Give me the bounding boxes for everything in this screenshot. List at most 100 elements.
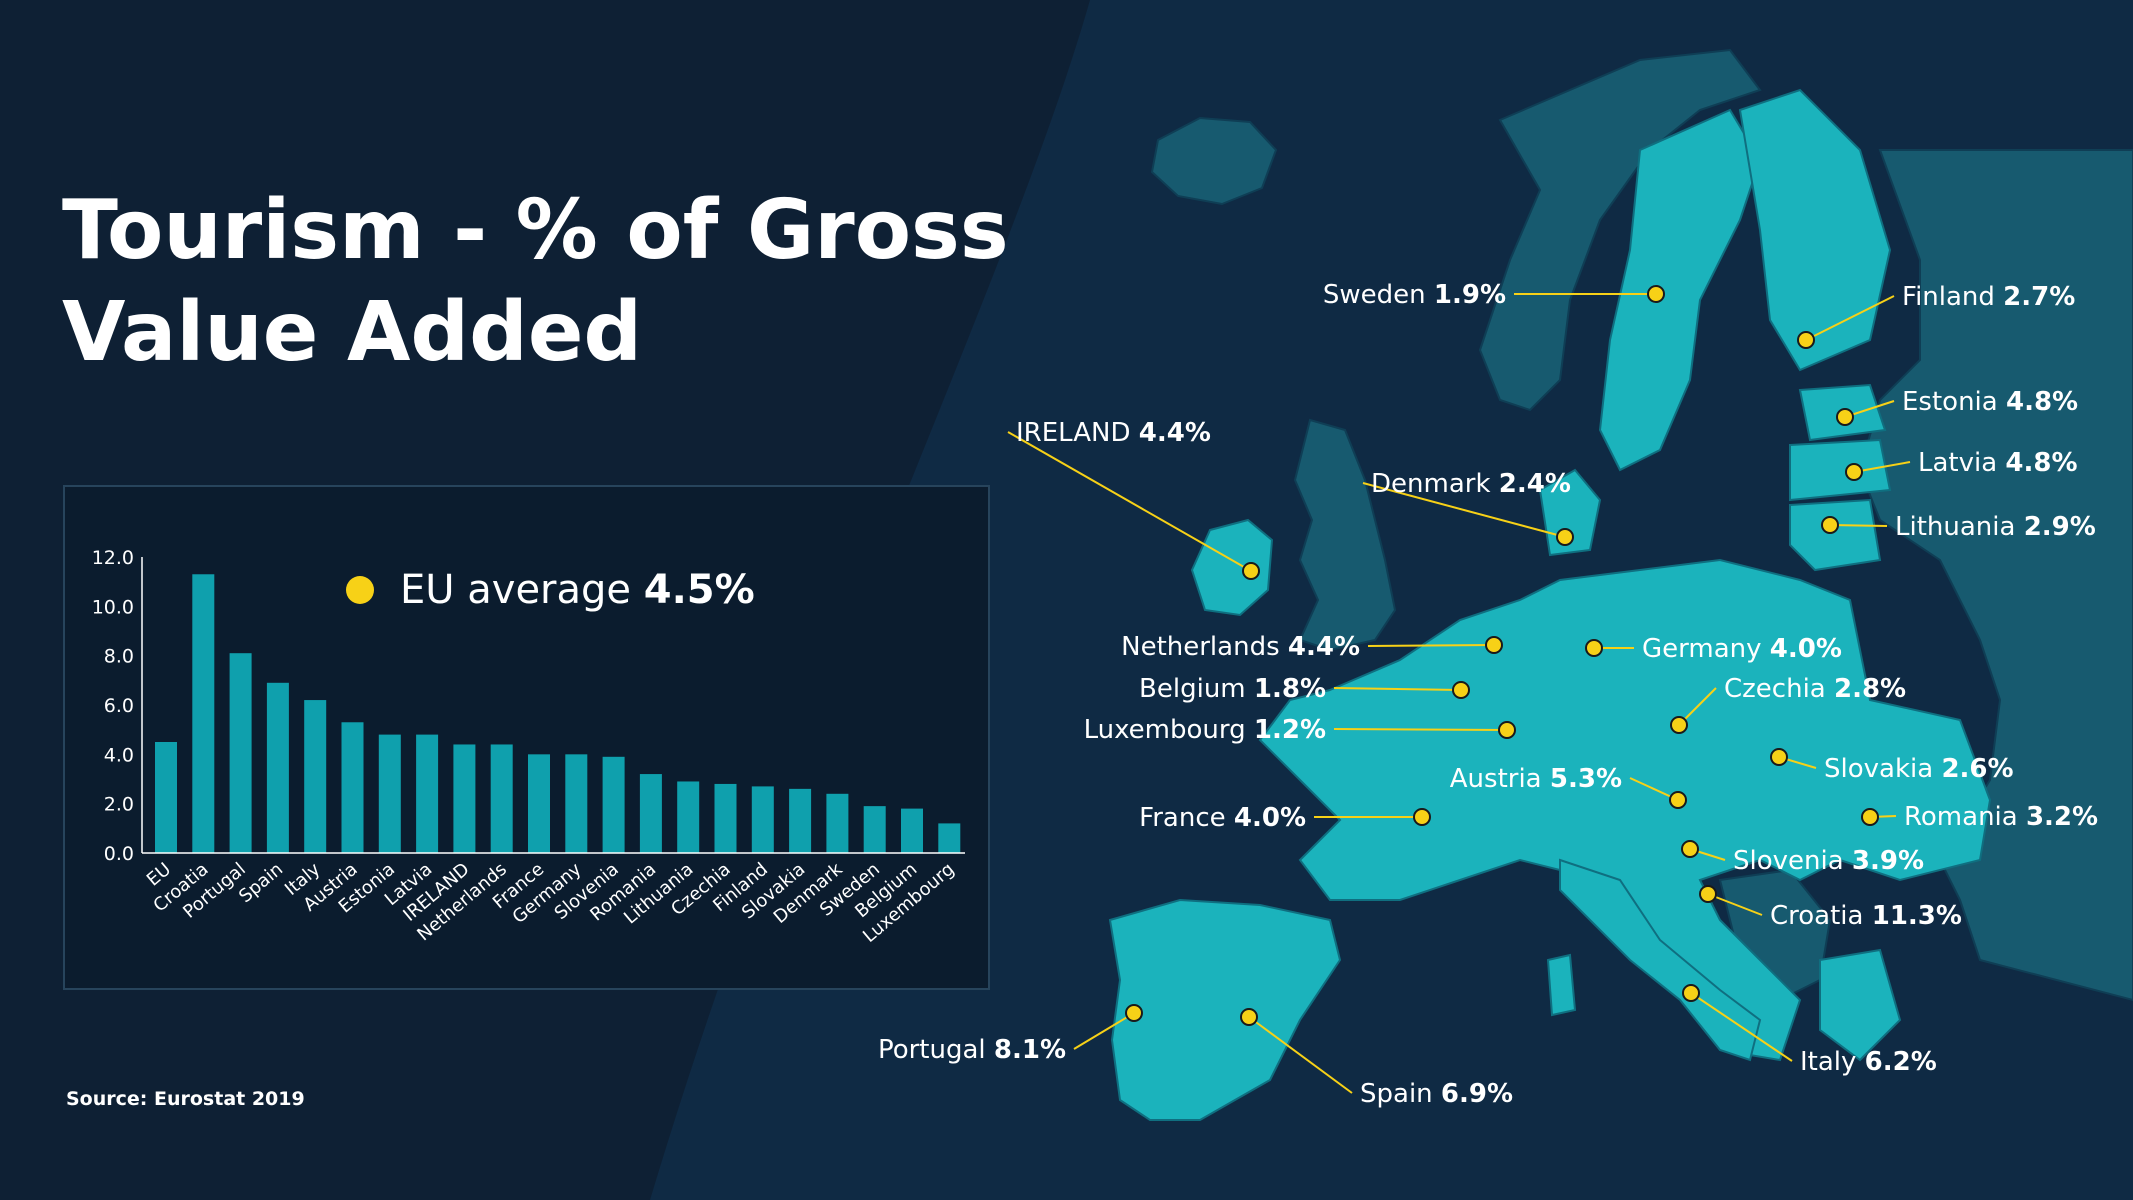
- map-label-value: 4.8%: [2005, 448, 2077, 478]
- map-label-name: Sweden: [1323, 280, 1434, 310]
- map-label-portugal: Portugal 8.1%: [878, 1035, 1066, 1065]
- map-label-lithuania: Lithuania 2.9%: [1895, 512, 2096, 542]
- bar-germany: [565, 754, 588, 853]
- legend-marker: [346, 576, 374, 604]
- marker-netherlands: [1485, 636, 1503, 654]
- y-tick-label: 10.0: [92, 596, 134, 618]
- map-label-croatia: Croatia 11.3%: [1770, 901, 1962, 931]
- map-label-value: 8.1%: [994, 1035, 1066, 1065]
- map-label-value: 2.9%: [2024, 512, 2096, 542]
- map-label-value: 2.4%: [1499, 469, 1571, 499]
- y-tick-label: 0.0: [104, 843, 134, 865]
- marker-finland: [1797, 331, 1815, 349]
- sardinia-shape: [1546, 953, 1577, 1017]
- marker-portugal: [1125, 1004, 1143, 1022]
- latvia-shape: [1789, 438, 1892, 502]
- y-tick-label: 2.0: [104, 794, 134, 816]
- map-label-ireland: IRELAND 4.4%: [1016, 418, 1211, 448]
- y-tick-label: 8.0: [104, 646, 134, 668]
- marker-spain: [1240, 1008, 1258, 1026]
- marker-italy: [1682, 984, 1700, 1002]
- map-label-name: Estonia: [1902, 387, 2006, 417]
- map-label-value: 2.6%: [1941, 754, 2013, 784]
- map-label-name: Lithuania: [1895, 512, 2024, 542]
- leader-line: [1362, 482, 1566, 538]
- finland-shape: [1738, 88, 1892, 372]
- legend-text: EU average 4.5%: [400, 567, 755, 613]
- marker-estonia: [1836, 408, 1854, 426]
- bar-estonia: [378, 734, 401, 853]
- leader-line: [1248, 1016, 1353, 1094]
- map-label-name: Latvia: [1918, 448, 2005, 478]
- marker-austria: [1669, 791, 1687, 809]
- bar-romania: [639, 774, 662, 853]
- bar-slovenia: [602, 756, 625, 853]
- bar-sweden: [863, 806, 886, 853]
- bar-belgium: [901, 808, 923, 853]
- map-label-austria: Austria 5.3%: [1450, 764, 1622, 794]
- map-label-name: IRELAND: [1016, 418, 1139, 448]
- lithuania-shape: [1789, 498, 1882, 572]
- bar-luxembourg: [938, 823, 961, 853]
- map-label-value: 5.3%: [1550, 764, 1622, 794]
- greece-shape: [1819, 948, 1902, 1062]
- map-label-denmark: Denmark 2.4%: [1371, 469, 1571, 499]
- leader-line: [1805, 295, 1895, 341]
- bar-spain: [266, 682, 289, 853]
- map-label-name: Slovakia: [1824, 754, 1941, 784]
- page-title: Tourism - % of Gross Value Added: [62, 180, 1042, 384]
- bar-eu: [155, 742, 177, 853]
- map-label-name: Spain: [1360, 1079, 1441, 1109]
- map-label-name: Portugal: [878, 1035, 994, 1065]
- map-label-name: Belgium: [1139, 674, 1254, 704]
- map-label-name: Italy: [1800, 1047, 1865, 1077]
- map-label-name: Slovenia: [1733, 846, 1852, 876]
- map-label-value: 2.7%: [2003, 282, 2075, 312]
- marker-denmark: [1556, 528, 1574, 546]
- bar-latvia: [416, 734, 439, 853]
- map-label-value: 11.3%: [1872, 901, 1962, 931]
- map-label-name: Denmark: [1371, 469, 1499, 499]
- marker-ireland: [1242, 562, 1260, 580]
- marker-belgium: [1452, 681, 1470, 699]
- italy-shape: [1559, 858, 1762, 1062]
- map-label-value: 4.8%: [2006, 387, 2078, 417]
- map-label-value: 3.2%: [2026, 802, 2098, 832]
- y-axis: 0.0 2.0 4.0 6.0 8.0 10.0 12.0: [92, 547, 134, 865]
- map-label-name: Finland: [1902, 282, 2003, 312]
- marker-france: [1413, 808, 1431, 826]
- map-label-finland: Finland 2.7%: [1902, 282, 2075, 312]
- map-label-latvia: Latvia 4.8%: [1918, 448, 2078, 478]
- map-label-value: 1.8%: [1254, 674, 1326, 704]
- map-label-value: 3.9%: [1852, 846, 1924, 876]
- leader-line: [1853, 461, 1911, 473]
- bar-chart: 0.0 2.0 4.0 6.0 8.0 10.0 12.0 EUCroatiaPortuga…: [92, 547, 965, 947]
- map-label-value: 6.9%: [1441, 1079, 1513, 1109]
- x-tick-label: Spain: [235, 859, 287, 907]
- marker-romania: [1861, 808, 1879, 826]
- marker-czechia: [1670, 716, 1688, 734]
- iceland-shape: [1150, 116, 1278, 206]
- bar-denmark: [826, 793, 849, 853]
- great-britain-shape: [1293, 418, 1397, 652]
- marker-slovakia: [1770, 748, 1788, 766]
- map-label-value: 6.2%: [1865, 1047, 1937, 1077]
- leader-line: [1367, 644, 1495, 647]
- map-label-value: 1.9%: [1434, 280, 1506, 310]
- marker-slovenia: [1681, 840, 1699, 858]
- marker-sweden: [1647, 285, 1665, 303]
- bar-croatia: [192, 574, 215, 853]
- leader-line: [1829, 524, 1888, 527]
- map-label-name: Luxembourg: [1084, 715, 1254, 745]
- map-label-name: Austria: [1450, 764, 1550, 794]
- map-label-value: 2.8%: [1834, 674, 1906, 704]
- map-label-value: 4.0%: [1770, 634, 1842, 664]
- map-label-name: Czechia: [1724, 674, 1834, 704]
- eastern-europe-shape: [1858, 149, 2133, 1002]
- map-label-spain: Spain 6.9%: [1360, 1079, 1513, 1109]
- source-note: Source: Eurostat 2019: [66, 1088, 305, 1110]
- leader-line: [1690, 992, 1793, 1062]
- map-label-estonia: Estonia 4.8%: [1902, 387, 2078, 417]
- y-tick-label: 12.0: [92, 547, 134, 569]
- iberia-shape: [1108, 898, 1342, 1121]
